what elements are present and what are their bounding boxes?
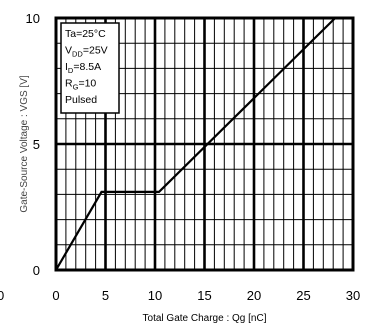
legend-entry: Pulsed — [65, 94, 97, 106]
x-tick-label: 30 — [346, 288, 360, 303]
y-tick-label: 10 — [26, 11, 40, 26]
legend-entry: ID=8.5A — [65, 61, 101, 75]
series-layer — [55, 17, 336, 271]
tick-labels: 0 5 10 15 20 25 30 0 5 10 — [26, 11, 361, 303]
plot-frame — [54, 16, 355, 272]
y-axis-label: Gate-Source Voltage : VGS [V] — [19, 75, 30, 213]
legend-entry: Ta=25°C — [65, 28, 106, 40]
left-edge-label: 0 — [0, 288, 4, 303]
y-tick-label: 0 — [33, 263, 40, 278]
legend-entry: RG=10 — [65, 78, 96, 92]
x-tick-label: 10 — [148, 288, 162, 303]
legend-box — [60, 22, 120, 114]
x-axis-label: Total Gate Charge : Qg [nC] — [143, 313, 267, 324]
x-tick-label: 0 — [52, 288, 59, 303]
x-tick-label: 15 — [197, 288, 211, 303]
legend-entry: VDD=25V — [65, 45, 108, 59]
y-tick-label: 5 — [33, 137, 40, 152]
x-tick-label: 5 — [102, 288, 109, 303]
x-tick-label: 20 — [247, 288, 261, 303]
x-tick-label: 25 — [296, 288, 310, 303]
series-line-0 — [55, 17, 336, 271]
legend: Ta=25°C VDD=25V ID=8.5A RG=10 Pulsed — [60, 22, 120, 114]
